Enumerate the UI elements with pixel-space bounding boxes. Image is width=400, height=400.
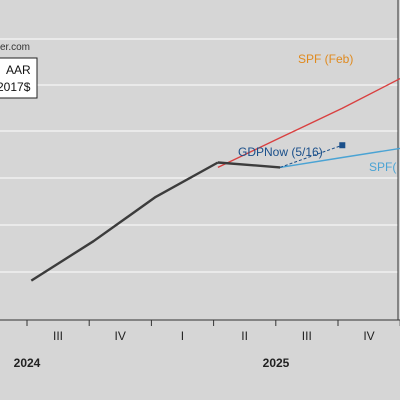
x-tick-label: II bbox=[241, 329, 248, 343]
x-tick-label: III bbox=[302, 329, 312, 343]
x-tick-label: III bbox=[53, 329, 63, 343]
label-spf-may: SPF( bbox=[369, 160, 396, 174]
plot-area bbox=[0, 0, 398, 320]
series-line-actual bbox=[217, 161, 281, 169]
x-tick-label: IV bbox=[363, 329, 374, 343]
units-line-1: AAR bbox=[6, 63, 31, 77]
x-tick-label: IV bbox=[115, 329, 126, 343]
series-group bbox=[30, 77, 400, 282]
series-line-spf_feb bbox=[217, 77, 400, 169]
series-line-gdpnow bbox=[279, 144, 343, 168]
year-label-2025: 2025 bbox=[263, 356, 290, 370]
series-line-actual bbox=[30, 161, 219, 282]
units-legend-box: AAR 2017$ bbox=[0, 57, 38, 99]
gdpnow-point bbox=[339, 142, 346, 149]
year-label-2024: 2024 bbox=[14, 356, 41, 370]
grid-lines bbox=[0, 38, 398, 273]
series-line-spf_may bbox=[279, 147, 400, 169]
source-credit: er.com bbox=[0, 42, 30, 53]
label-gdpnow: GDPNow (5/16) bbox=[238, 145, 323, 159]
x-tick-label: I bbox=[181, 329, 184, 343]
label-spf-feb: SPF (Feb) bbox=[298, 52, 353, 66]
units-line-2: 2017$ bbox=[0, 80, 31, 94]
x-ticks: III IV I II III IV bbox=[26, 320, 400, 343]
